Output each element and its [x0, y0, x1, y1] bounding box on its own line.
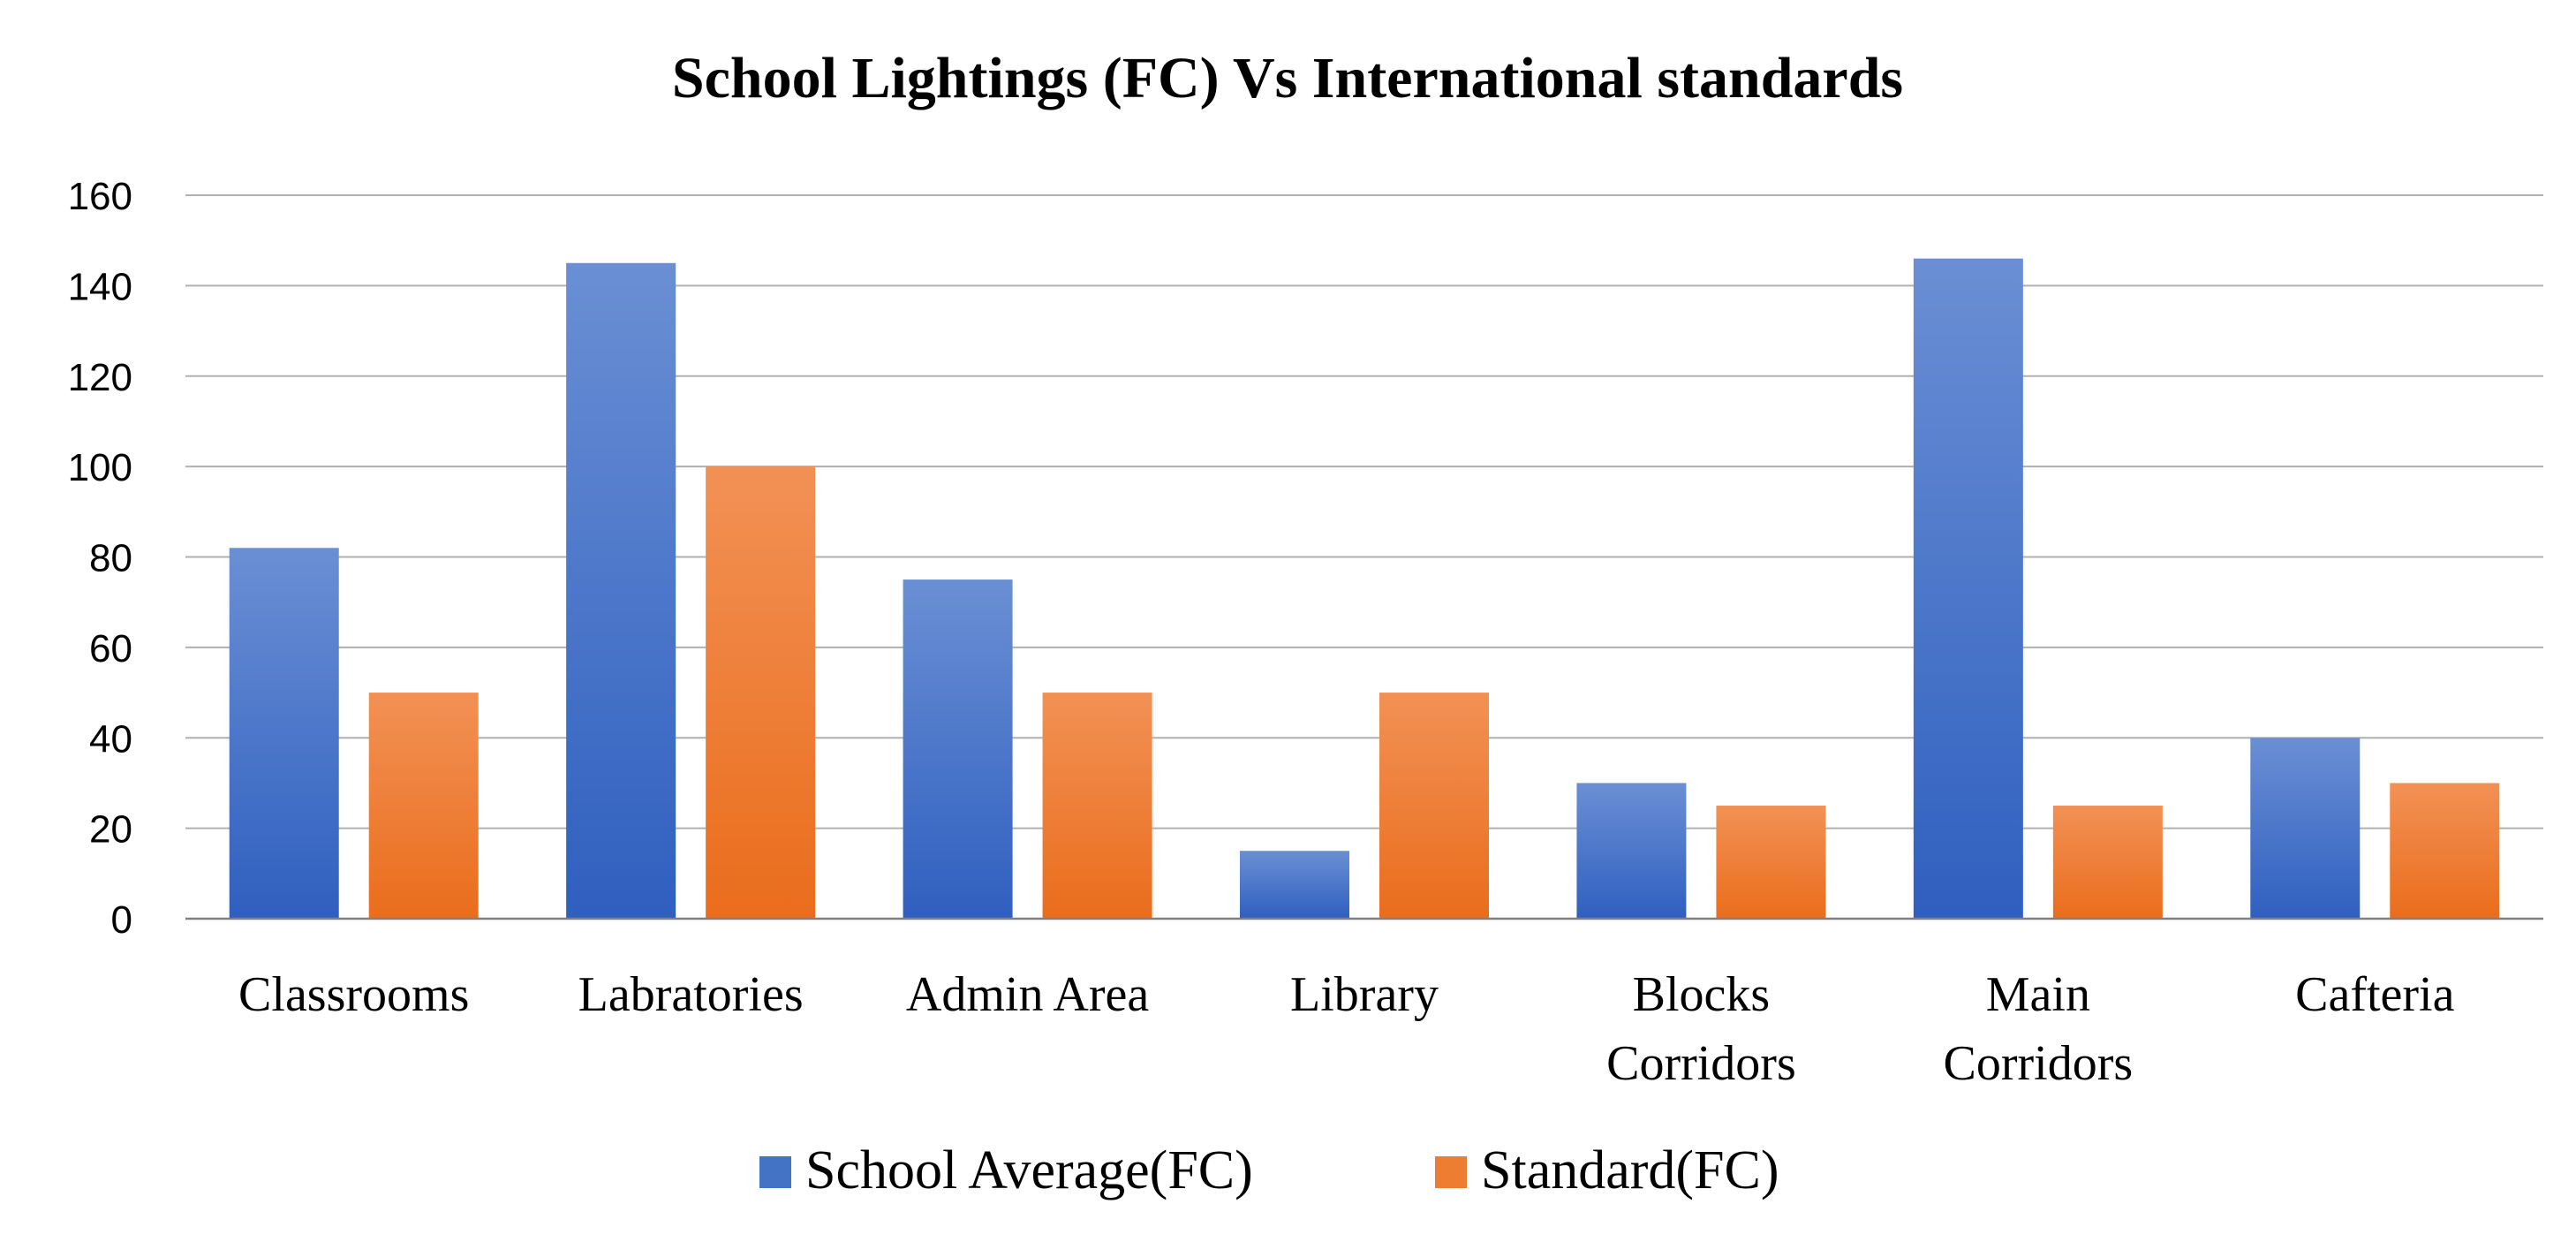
bar-school-average: [229, 548, 339, 919]
bar-school-average: [1913, 258, 2023, 920]
bar-standard: [1379, 693, 1489, 919]
x-tick-label: Admin Area: [906, 967, 1149, 1022]
x-tick-label: Cafteria: [2295, 967, 2454, 1022]
gridlines: [185, 194, 2543, 829]
y-tick-label: 100: [68, 446, 132, 489]
legend-label: Standard(FC): [1481, 1140, 1779, 1200]
bar-school-average: [1240, 851, 1349, 919]
bar-standard: [706, 466, 816, 919]
y-tick-label: 20: [89, 808, 132, 852]
y-tick-label: 120: [68, 356, 132, 399]
bar-school-average: [1576, 783, 1687, 919]
y-tick-label: 80: [89, 537, 132, 580]
legend-swatch: [759, 1156, 791, 1188]
y-tick-label: 40: [89, 717, 132, 761]
x-tick-label: Classrooms: [238, 967, 469, 1022]
legend-label: School Average(FC): [805, 1140, 1253, 1200]
x-tick-label: Blocks: [1633, 967, 1771, 1022]
bar-school-average: [2250, 738, 2361, 919]
x-tick-label: Library: [1290, 967, 1439, 1022]
bar-standard: [2390, 783, 2500, 919]
y-tick-label: 140: [68, 265, 132, 308]
y-tick-label: 60: [89, 627, 132, 670]
bar-standard: [368, 693, 479, 919]
y-tick-label: 0: [111, 898, 132, 942]
bar-standard: [1716, 806, 1826, 919]
legend: School Average(FC) Standard(FC): [759, 1140, 1779, 1200]
x-tick-label: Main: [1986, 967, 2090, 1022]
x-axis-ticks: Classrooms Labratories Admin Area Library Bl…: [238, 967, 2455, 1091]
chart-title: School Lightings (FC) Vs International s…: [672, 46, 1903, 110]
x-tick-label: Labratories: [578, 967, 804, 1022]
bar-school-average: [566, 262, 676, 919]
legend-swatch: [1435, 1156, 1467, 1188]
y-tick-label: 160: [68, 175, 132, 218]
y-axis-ticks: 0 20 40 60 80 100 120 140 160: [68, 175, 132, 942]
x-tick-label: Corridors: [1944, 1036, 2134, 1091]
x-tick-label: Corridors: [1606, 1036, 1796, 1091]
bar-school-average: [903, 579, 1013, 919]
bar-standard: [1042, 693, 1152, 919]
bars: [229, 258, 2500, 920]
bar-standard: [2052, 806, 2163, 919]
